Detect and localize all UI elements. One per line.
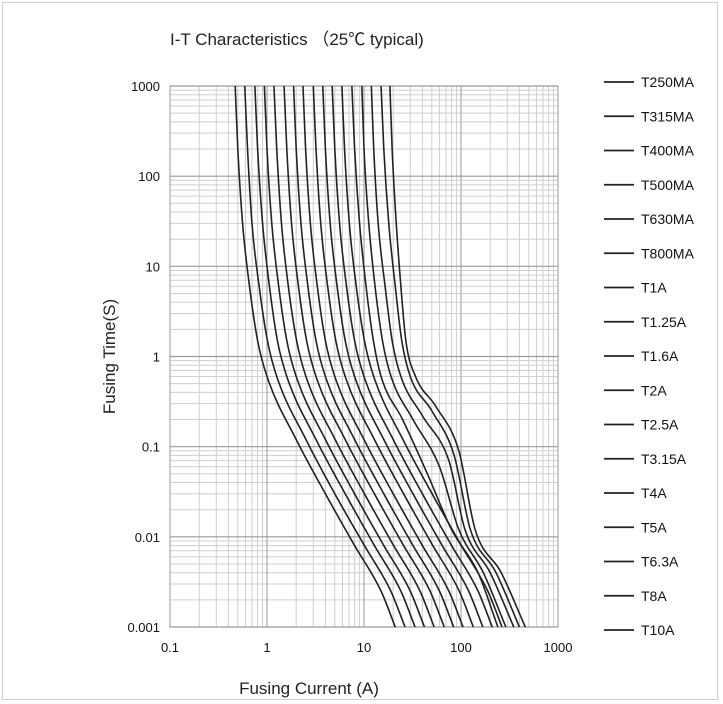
curve-t630ma: [273, 85, 435, 628]
x-tick-label: 10: [357, 640, 371, 655]
x-tick-label: 0.1: [161, 640, 179, 655]
curve-t5a: [361, 85, 507, 628]
y-tick-label: 100: [138, 169, 160, 184]
legend-label: T8A: [641, 588, 667, 604]
curve-t8a: [380, 85, 521, 628]
y-tick-label: 0.1: [142, 440, 160, 455]
y-tick-label: 0.01: [135, 530, 160, 545]
y-tick-label: 1: [153, 350, 160, 365]
legend-label: T250MA: [641, 74, 695, 90]
plot-border: [169, 85, 559, 628]
y-axis-title: Fusing Time(S): [100, 299, 119, 414]
legend-label: T800MA: [641, 245, 695, 261]
curve-t400ma: [254, 85, 416, 628]
x-tick-label: 100: [450, 640, 472, 655]
curve-t6-3a: [370, 85, 515, 628]
curves: [234, 85, 527, 628]
legend-label: T3.15A: [641, 451, 687, 467]
legend-label: T4A: [641, 485, 667, 501]
curve-t10a: [389, 85, 527, 628]
curve-t315ma: [243, 85, 406, 628]
chart-title: I-T Characteristics （25℃ typical): [170, 30, 424, 49]
legend-label: T500MA: [641, 177, 695, 193]
legend-label: T2A: [641, 382, 667, 398]
curve-t1-6a: [312, 85, 475, 628]
legend-label: T2.5A: [641, 417, 679, 433]
x-axis-title: Fusing Current (A): [239, 679, 379, 698]
legend-label: T400MA: [641, 143, 695, 159]
legend: T250MA T315MA T400MA T500MA T630MA T800MA T1A T…: [604, 74, 695, 638]
curve-t800ma: [283, 85, 445, 628]
x-tick-labels: 0.1 1 10 100 1000: [161, 640, 573, 655]
legend-label: T6.3A: [641, 554, 679, 570]
curve-t250ma: [234, 85, 397, 628]
major-grid: [169, 85, 559, 628]
curve-t2-5a: [331, 85, 494, 628]
legend-label: T1.25A: [641, 314, 687, 330]
y-tick-label: 0.001: [127, 620, 160, 635]
y-tick-label: 10: [146, 259, 160, 274]
y-tick-label: 1000: [131, 79, 160, 94]
curve-t3-15a: [341, 85, 503, 628]
y-tick-labels: 0.001 0.01 0.1 1 10 100 1000: [127, 79, 160, 635]
legend-label: T1A: [641, 280, 667, 296]
x-tick-label: 1000: [544, 640, 573, 655]
legend-label: T10A: [641, 622, 675, 638]
legend-label: T630MA: [641, 211, 695, 227]
curve-t500ma: [263, 85, 426, 628]
legend-label: T5A: [641, 519, 667, 535]
legend-label: T1.6A: [641, 348, 679, 364]
legend-label: T315MA: [641, 108, 695, 124]
curve-t1a: [292, 85, 455, 628]
curve-t4a: [351, 85, 499, 628]
curve-t1-25a: [302, 85, 464, 628]
x-tick-label: 1: [263, 640, 270, 655]
curve-t2a: [321, 85, 484, 628]
